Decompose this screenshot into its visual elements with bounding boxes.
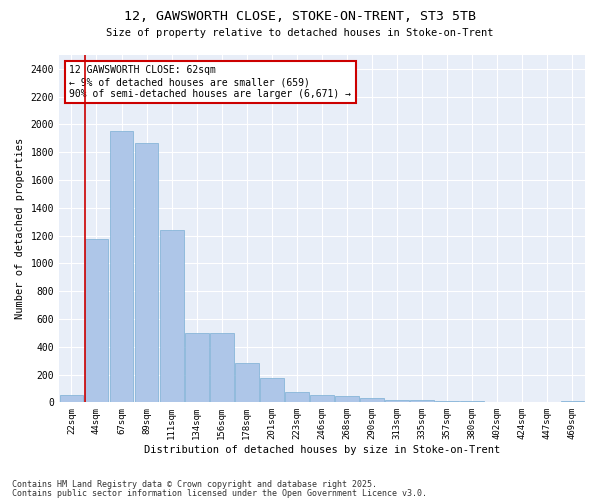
Bar — [134, 142, 158, 402]
Bar — [235, 364, 259, 403]
Bar — [110, 132, 133, 402]
Bar — [335, 396, 359, 402]
Bar — [85, 239, 109, 402]
Bar — [560, 401, 584, 402]
Text: Contains public sector information licensed under the Open Government Licence v3: Contains public sector information licen… — [12, 489, 427, 498]
Text: 12, GAWSWORTH CLOSE, STOKE-ON-TRENT, ST3 5TB: 12, GAWSWORTH CLOSE, STOKE-ON-TRENT, ST3… — [124, 10, 476, 23]
Y-axis label: Number of detached properties: Number of detached properties — [15, 138, 25, 320]
Bar — [410, 400, 434, 402]
Bar — [285, 392, 309, 402]
Bar — [360, 398, 384, 402]
Bar — [160, 230, 184, 402]
Text: Contains HM Land Registry data © Crown copyright and database right 2025.: Contains HM Land Registry data © Crown c… — [12, 480, 377, 489]
Bar — [59, 396, 83, 402]
Bar — [185, 333, 209, 402]
Bar — [310, 396, 334, 402]
Bar — [385, 400, 409, 402]
Bar — [260, 378, 284, 402]
Bar — [210, 333, 233, 402]
Text: Size of property relative to detached houses in Stoke-on-Trent: Size of property relative to detached ho… — [106, 28, 494, 38]
X-axis label: Distribution of detached houses by size in Stoke-on-Trent: Distribution of detached houses by size … — [144, 445, 500, 455]
Text: 12 GAWSWORTH CLOSE: 62sqm
← 9% of detached houses are smaller (659)
90% of semi-: 12 GAWSWORTH CLOSE: 62sqm ← 9% of detach… — [70, 66, 352, 98]
Bar — [460, 401, 484, 402]
Bar — [436, 400, 459, 402]
